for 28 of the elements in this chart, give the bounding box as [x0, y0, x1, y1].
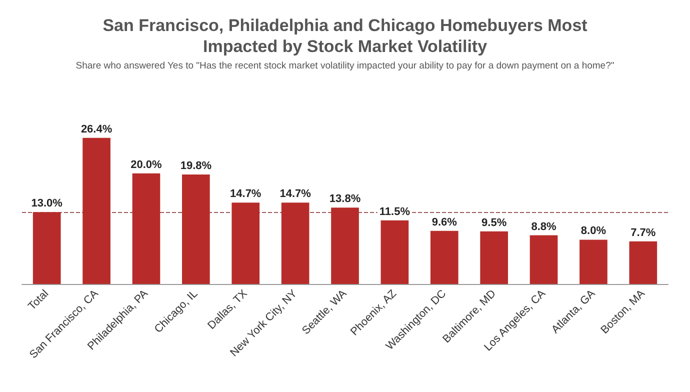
data-label: 13.0% [31, 198, 63, 210]
bar [430, 230, 458, 284]
bar [82, 138, 110, 284]
chart-subtitle: Share who answered Yes to "Has the recent stock market volatility impacted your ability to pay for a down payment on a home?" [76, 60, 614, 72]
bar [331, 208, 359, 284]
bar [480, 231, 508, 284]
bar [380, 220, 409, 284]
bar [530, 235, 558, 284]
data-label: 8.0% [580, 225, 606, 238]
data-label: 19.8% [180, 160, 212, 172]
data-label: 26.4% [80, 123, 112, 136]
data-label: 8.8% [531, 220, 557, 233]
data-label: 14.7% [230, 188, 262, 200]
data-label: 13.8% [329, 193, 361, 206]
data-label: 9.5% [482, 216, 507, 229]
bar [132, 173, 160, 284]
bar [232, 202, 260, 284]
data-label: 7.7% [630, 226, 656, 239]
data-label: 9.6% [432, 216, 458, 228]
data-label: 11.5% [379, 206, 410, 218]
chart-title: San Francisco, Philadelphia and Chicago Homebuyers Most Impacted by Stock Market Volatility [102, 16, 588, 56]
bar [182, 174, 210, 284]
bar [580, 240, 608, 284]
data-label: 14.7% [280, 188, 312, 200]
data-label: 20.0% [130, 158, 162, 171]
bar [629, 241, 658, 284]
bar [32, 212, 61, 284]
bar [281, 202, 310, 284]
